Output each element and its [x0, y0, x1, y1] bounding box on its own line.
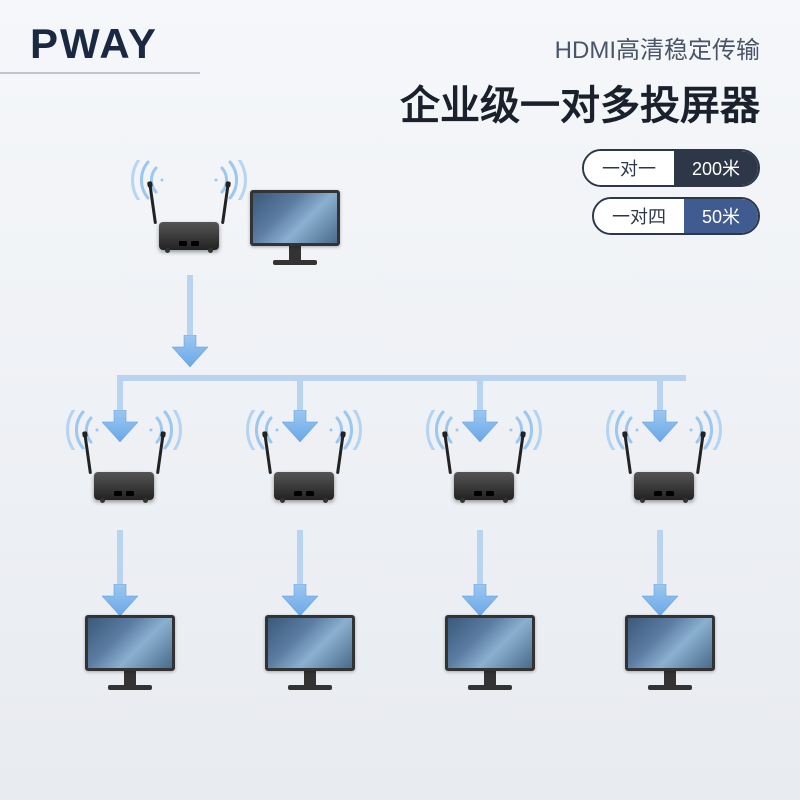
- logo-divider: [0, 72, 200, 74]
- monitor-device: [250, 190, 340, 265]
- page-title: 企业级一对多投屏器: [400, 73, 760, 131]
- logo-rest: WAY: [60, 20, 158, 68]
- router-device: [625, 430, 703, 500]
- bus-line: [120, 375, 686, 381]
- wifi-waves-icon: [118, 160, 178, 200]
- wifi-waves-icon: [233, 410, 293, 450]
- bus-line: [117, 375, 123, 410]
- bus-line: [297, 530, 303, 590]
- bus-line: [477, 375, 483, 410]
- bus-line: [657, 375, 663, 410]
- wifi-waves-icon: [593, 410, 653, 450]
- router-device: [265, 430, 343, 500]
- monitor-device: [265, 615, 355, 690]
- wifi-waves-icon: [315, 410, 375, 450]
- bus-line: [477, 530, 483, 590]
- receiver-monitor: [85, 615, 175, 690]
- wifi-waves-icon: [413, 410, 473, 450]
- transmitter-group: [150, 180, 228, 250]
- bus-line: [657, 530, 663, 590]
- logo-first: P: [30, 20, 60, 68]
- source-monitor: [250, 190, 340, 265]
- receiver-monitor: [625, 615, 715, 690]
- receiver-monitor: [265, 615, 355, 690]
- receiver-router: [85, 430, 163, 500]
- monitor-device: [445, 615, 535, 690]
- receiver-monitor: [445, 615, 535, 690]
- bus-line: [117, 530, 123, 590]
- flow-arrow-icon: [172, 335, 208, 372]
- topology-diagram: [0, 170, 800, 790]
- brand-logo: PWAY: [30, 20, 158, 68]
- subtitle: HDMI高清稳定传输: [400, 30, 760, 65]
- router-device: [85, 430, 163, 500]
- router-device: [150, 180, 228, 250]
- bus-line: [297, 375, 303, 410]
- wifi-waves-icon: [53, 410, 113, 450]
- wifi-waves-icon: [135, 410, 195, 450]
- monitor-device: [625, 615, 715, 690]
- wifi-waves-icon: [495, 410, 555, 450]
- receiver-router: [265, 430, 343, 500]
- receiver-router: [625, 430, 703, 500]
- wifi-waves-icon: [675, 410, 735, 450]
- receiver-router: [445, 430, 523, 500]
- monitor-device: [85, 615, 175, 690]
- router-device: [445, 430, 523, 500]
